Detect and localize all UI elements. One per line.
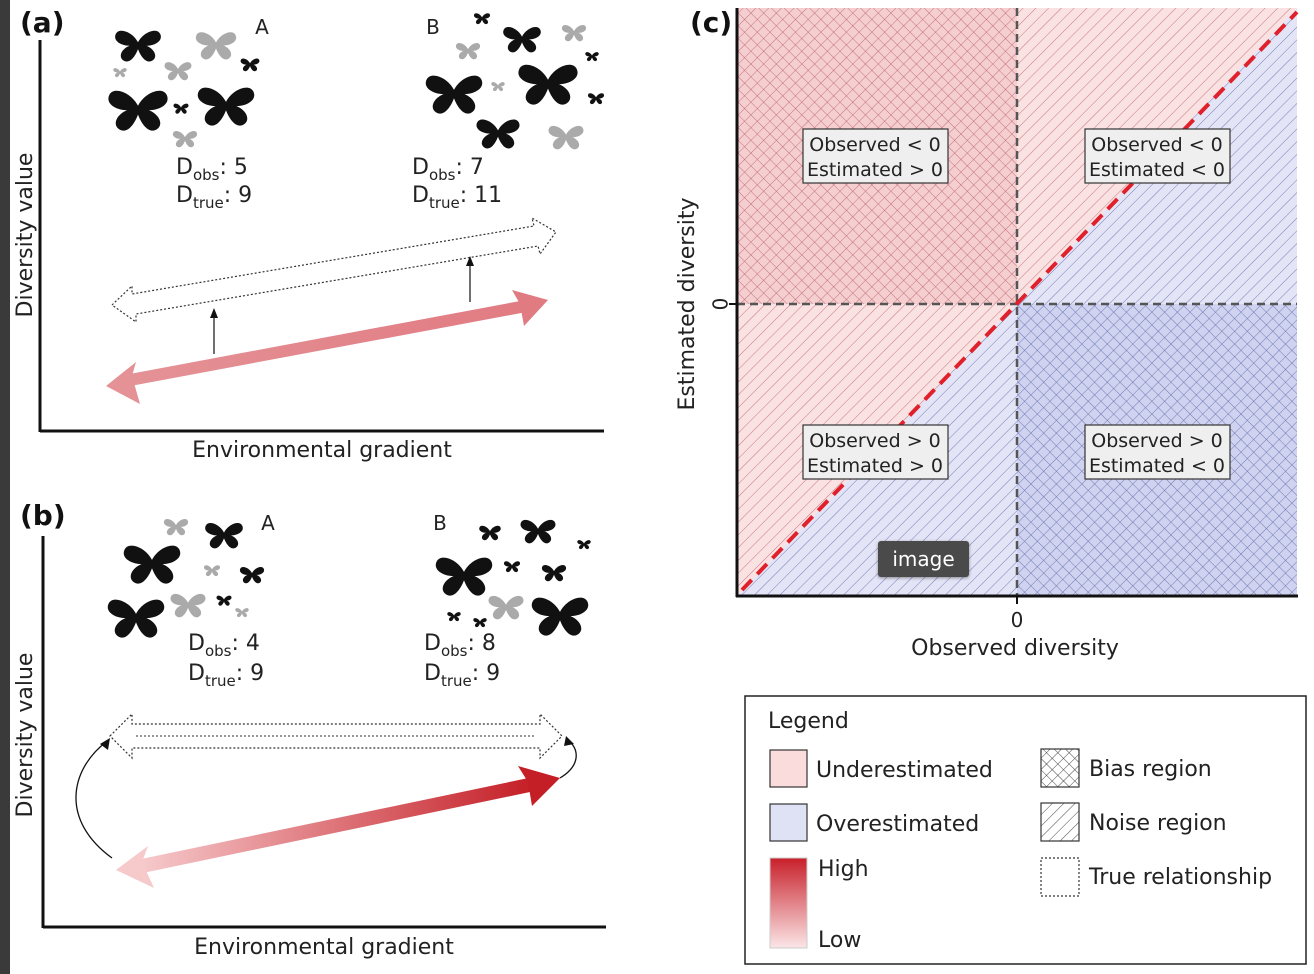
panel-b-b-true-val: : 9 — [472, 661, 500, 686]
panel-a-a-obs-d: D — [176, 155, 193, 180]
panel-c-plot-area — [729, 8, 1299, 604]
panel-a-letter: (a) — [20, 6, 65, 39]
panel-c-ylabel: Estimated diversity — [675, 197, 700, 410]
panel-a-a-true-sub: true — [193, 194, 224, 212]
box-top-left: Observed < 0 Estimated > 0 — [802, 128, 949, 184]
panel-b-a-obs-sub: obs — [205, 642, 232, 660]
panel-b-b-obs-d: D — [424, 631, 441, 656]
legend-noise-label: Noise region — [1089, 811, 1227, 836]
panel-a-b-true-d: D — [412, 183, 429, 208]
panel-b-curved-arrows — [75, 736, 577, 859]
panel-b-b-obs-sub: obs — [441, 642, 468, 660]
x-zero-label: 0 — [1011, 608, 1024, 632]
y-zero-label: 0 — [709, 298, 733, 311]
svg-text:Dobs: 5: Dobs: 5 — [176, 155, 248, 184]
panel-b-site-a-counts: Dobs: 4 Dtrue: 9 — [188, 631, 264, 690]
legend-overestimated-label: Overestimated — [816, 812, 979, 837]
panel-c: (c) Observed < 0 Estimated > 0 — [675, 6, 1299, 661]
legend-title: Legend — [768, 709, 849, 734]
image-badge[interactable]: image — [878, 541, 969, 577]
panel-b-a-obs-d: D — [188, 631, 205, 656]
svg-text:Dobs: 8: Dobs: 8 — [424, 631, 496, 660]
panel-a-a-true-d: D — [176, 183, 193, 208]
panel-a-site-a-label: A — [255, 15, 269, 39]
box-tr-line1: Observed < 0 — [1091, 134, 1223, 156]
panel-b-letter: (b) — [20, 499, 66, 532]
svg-text:Dtrue: 9: Dtrue: 9 — [424, 661, 500, 690]
legend-true-swatch — [1040, 857, 1080, 897]
svg-text:Dobs: 7: Dobs: 7 — [412, 155, 484, 184]
box-br-line2: Estimated < 0 — [1089, 455, 1225, 477]
svg-text:Dobs: 4: Dobs: 4 — [188, 631, 260, 660]
panel-b-site-a-label: A — [261, 511, 275, 535]
panel-a-ylabel: Diversity value — [13, 153, 38, 318]
box-top-right: Observed < 0 Estimated < 0 — [1084, 128, 1231, 184]
svg-text:Dtrue: 9: Dtrue: 9 — [176, 183, 252, 212]
box-bl-line2: Estimated > 0 — [807, 455, 943, 477]
panel-a-offset-arrows — [210, 256, 474, 354]
legend-low-label: Low — [818, 928, 861, 953]
panel-b-a-true-val: : 9 — [236, 661, 264, 686]
legend-true-label: True relationship — [1088, 865, 1272, 890]
box-tr-line2: Estimated < 0 — [1089, 159, 1225, 181]
box-bottom-right: Observed > 0 Estimated < 0 — [1084, 424, 1231, 480]
one-to-one-diagonal — [740, 10, 1299, 592]
panel-a-a-obs-sub: obs — [193, 166, 220, 184]
panel-a-xlabel: Environmental gradient — [192, 438, 452, 463]
legend-bias-label: Bias region — [1089, 757, 1212, 782]
panel-a-observed-arrow — [106, 290, 548, 404]
panel-a-b-obs-d: D — [412, 155, 429, 180]
legend-underestimated-swatch — [769, 749, 808, 788]
panel-b-site-b-label: B — [433, 511, 447, 535]
box-tl-line1: Observed < 0 — [809, 134, 941, 156]
legend-frame — [744, 695, 1307, 965]
box-br-line1: Observed > 0 — [1091, 430, 1223, 452]
panel-b-a-true-d: D — [188, 661, 205, 686]
svg-text:Dtrue: 11: Dtrue: 11 — [412, 183, 502, 212]
panel-b-true-relationship-arrow — [109, 712, 563, 760]
panel-b-ylabel: Diversity value — [13, 653, 38, 818]
panel-b-b-true-d: D — [424, 661, 441, 686]
panel-a-site-b-label: B — [426, 15, 440, 39]
panel-a-true-relationship-arrow — [111, 216, 557, 324]
svg-text:Dtrue: 9: Dtrue: 9 — [188, 661, 264, 690]
panel-a-b-true-val: : 11 — [460, 183, 502, 208]
panel-a-site-a-counts: Dobs: 5 Dtrue: 9 — [176, 155, 252, 212]
panel-a-a-true-val: : 9 — [224, 183, 252, 208]
legend-intensity-gradient — [769, 857, 808, 949]
panel-b-b-obs-val: : 8 — [467, 631, 495, 656]
panel-a-b-obs-sub: obs — [429, 166, 456, 184]
box-tl-line2: Estimated > 0 — [807, 159, 943, 181]
panel-b-b-true-sub: true — [441, 672, 472, 690]
panel-b-xlabel: Environmental gradient — [194, 935, 454, 960]
box-bottom-left: Observed > 0 Estimated > 0 — [802, 424, 949, 480]
panel-b-observed-arrow — [116, 766, 560, 888]
legend-underestimated-label: Underestimated — [816, 758, 993, 783]
panel-b: (b) Diversity value Environmental gradie… — [13, 499, 606, 960]
panel-b-a-obs-val: : 4 — [231, 631, 259, 656]
panel-a-a-obs-val: : 5 — [219, 155, 247, 180]
legend-noise-swatch — [1040, 802, 1080, 842]
legend: Legend Underestimated Overestimated High… — [744, 695, 1307, 965]
legend-high-label: High — [818, 857, 869, 882]
panel-a-site-b-counts: Dobs: 7 Dtrue: 11 — [412, 155, 502, 212]
panel-a: (a) Diversity value Environmental gradie… — [13, 6, 605, 463]
panel-a-b-true-sub: true — [429, 194, 460, 212]
panel-b-a-true-sub: true — [205, 672, 236, 690]
panel-a-b-obs-val: : 7 — [455, 155, 483, 180]
panel-c-letter: (c) — [690, 6, 732, 39]
panel-b-site-b-counts: Dobs: 8 Dtrue: 9 — [424, 631, 500, 690]
box-bl-line1: Observed > 0 — [809, 430, 941, 452]
legend-overestimated-swatch — [769, 803, 808, 842]
legend-bias-swatch — [1040, 748, 1080, 788]
panel-c-xlabel: Observed diversity — [911, 636, 1119, 661]
